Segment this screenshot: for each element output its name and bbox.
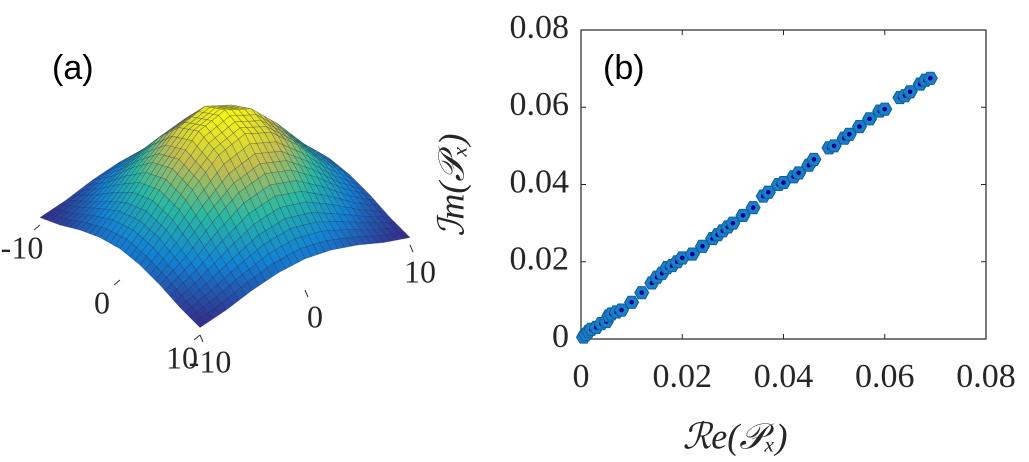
marker-center [690,251,695,257]
marker-center [679,255,685,261]
panel-label: (b) [603,49,645,87]
surface-patch [365,235,378,245]
marker-center [811,157,817,162]
surface-patch [273,259,286,273]
x-tick-label: 0 [573,358,590,395]
marker-center [796,170,801,176]
y-tick [199,334,204,343]
marker-center [907,89,913,95]
surface-patch [312,242,326,255]
scatter-point [634,286,650,300]
x-tick [193,334,201,341]
surface-patch [207,307,221,320]
scatter-point [613,303,630,317]
x-tick-label: 0 [94,284,110,320]
surface-patch [371,235,385,244]
y-tick-label: 0 [552,318,569,355]
x-tick-label: 0.04 [754,358,814,395]
surface-patch [253,272,267,287]
surface-patch [338,237,352,248]
scatter-point [791,166,807,180]
y-tick-label: -10 [189,343,232,379]
surface-patch [391,233,405,241]
y-tick [304,289,309,298]
surface-patch [260,267,273,282]
marker-center [867,116,872,122]
scatter-point [877,102,893,116]
y-tick-label: 0.02 [510,241,570,278]
surface-patch [286,251,299,267]
surface-patch [397,232,411,240]
surface-patch [266,262,280,278]
surface-patch [293,248,306,263]
surface-patch [233,287,247,301]
x-tick-label: -10 [1,229,44,265]
surface-patch [306,244,319,257]
scatter-point [760,185,776,199]
scatter-point [694,239,711,253]
marker-center [619,307,624,313]
scatter-point [851,120,868,134]
scatter-point [826,139,842,153]
scatter-point [806,152,822,166]
surface-patch [345,236,358,247]
scatter-point [735,208,751,222]
surface-patch [384,233,398,242]
y-tick-label: 0.06 [510,86,570,123]
scatter-point [902,85,918,99]
marker-center [831,143,837,149]
y-tick [409,244,414,253]
scatter-point [745,201,761,215]
x-tick [113,279,121,286]
marker-center [750,205,756,210]
marker-center [847,131,852,137]
surface-patch [319,240,332,253]
y-axis-label: ℐm(𝒫ₓ) [431,133,471,236]
y-tick-label: 0.08 [510,9,570,46]
marker-center [781,180,786,185]
scatter-point [624,295,640,309]
x-tick-label: 0.06 [855,358,915,395]
scatter-point [922,71,938,85]
panel-label: (a) [52,49,94,87]
marker-center [928,75,933,81]
marker-center [766,189,771,195]
x-tick [33,224,41,231]
marker-center [730,220,736,226]
surface-patch [325,239,339,251]
marker-center [700,244,705,249]
surface-patch [351,236,365,246]
marker-center [639,290,645,295]
marker-center [740,213,746,218]
marker-center [857,124,862,129]
surface-patch [378,234,391,243]
surface-patch [279,255,293,270]
x-tick-label: 10 [166,339,198,375]
y-tick-label: 0.04 [510,163,570,200]
y-tick-label: 10 [404,253,436,289]
x-tick-label: 0.08 [956,358,1016,395]
scatter-point [684,247,700,261]
marker-center [629,300,634,305]
x-tick-label: 0.02 [653,358,713,395]
scatter-point [861,112,878,126]
surface-patch [194,317,208,328]
scatter-point [725,216,741,230]
x-axis-label: ℛe(𝒫ₓ) [683,416,788,456]
scatter-point [841,127,857,141]
marker-center [882,106,888,112]
surface-patch [332,238,345,250]
surface-patch [358,236,372,245]
y-tick-label: 0 [307,298,323,334]
surface-patch [299,246,312,260]
